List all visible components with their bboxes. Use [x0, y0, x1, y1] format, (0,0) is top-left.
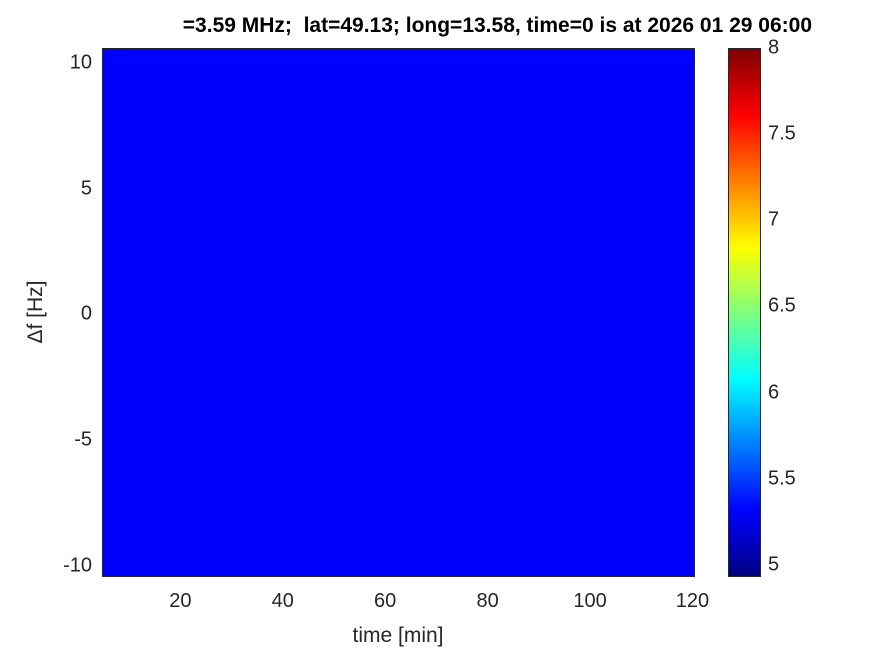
y-tick-label: 5: [80, 177, 92, 200]
y-tick-label: -5: [74, 428, 92, 451]
colorbar-tick-label: 7: [768, 208, 780, 231]
x-tick-label: 80: [476, 590, 499, 612]
x-tick-label: 100: [573, 590, 607, 612]
colorbar-tick-label: 6: [768, 381, 780, 404]
spectrogram-heatmap: [102, 48, 695, 577]
plot-axes-frame: [102, 48, 695, 577]
y-axis-label: Δf [Hz]: [24, 280, 47, 344]
x-tick-label: 60: [374, 590, 397, 612]
colorbar-tick-label: 5.5: [768, 467, 796, 490]
x-tick-label: 40: [271, 590, 294, 612]
chart-title: =3.59 MHz; lat=49.13; long=13.58, time=0…: [182, 14, 812, 37]
y-tick-label: -10: [63, 554, 92, 577]
y-tick-label: 0: [80, 302, 92, 325]
colorbar-tick-label: 6.5: [768, 294, 796, 317]
y-tick-label: 10: [69, 51, 92, 74]
colorbar-tick-label: 7.5: [768, 122, 796, 145]
x-tick-label: 120: [675, 590, 710, 612]
x-tick-label: 20: [169, 590, 192, 612]
colorbar-tick-label: 8: [768, 36, 780, 59]
colorbar-tick-label: 5: [768, 553, 780, 576]
x-axis-label: time [min]: [352, 624, 444, 647]
colorbar: [728, 48, 761, 577]
